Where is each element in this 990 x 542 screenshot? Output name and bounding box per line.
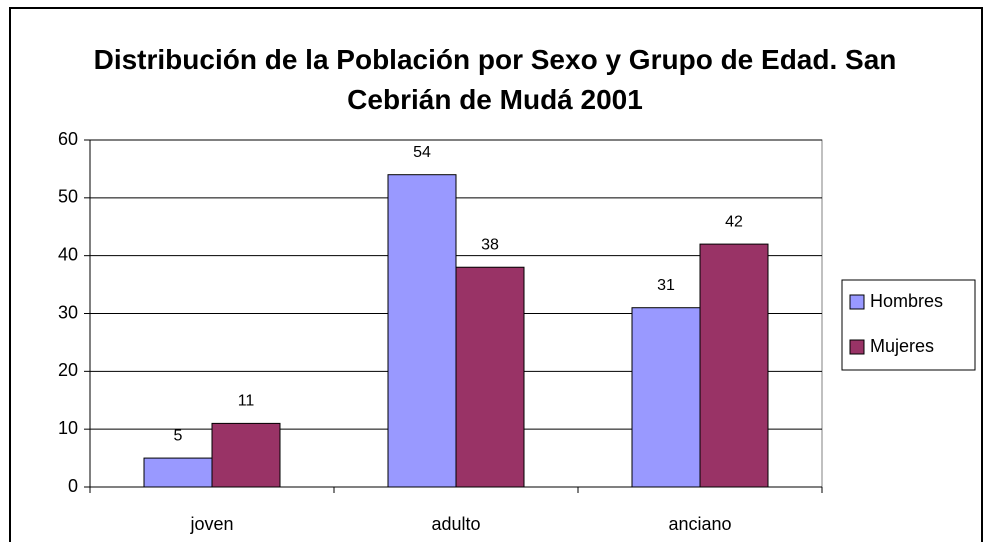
- x-tick-label: joven: [189, 514, 233, 534]
- y-tick-label: 0: [68, 476, 78, 496]
- legend-label: Hombres: [870, 291, 943, 311]
- y-tick-label: 20: [58, 360, 78, 380]
- y-tick-label: 10: [58, 418, 78, 438]
- bar: [699, 243, 769, 488]
- data-label: 42: [725, 213, 743, 230]
- y-tick-label: 50: [58, 187, 78, 207]
- data-label: 54: [413, 144, 431, 161]
- bar: [631, 307, 701, 488]
- bar: [455, 266, 525, 488]
- legend-swatch: [849, 339, 865, 355]
- legend-label: Mujeres: [870, 336, 934, 356]
- chart-title: Distribución de la Población por Sexo y …: [93, 44, 897, 115]
- data-label: 5: [174, 427, 183, 444]
- y-tick-label: 40: [58, 244, 78, 264]
- data-label: 31: [657, 277, 675, 294]
- x-tick-label: anciano: [668, 514, 731, 534]
- bar: [211, 422, 281, 488]
- x-tick-label: adulto: [431, 514, 480, 534]
- legend-swatch: [849, 294, 865, 310]
- data-label: 11: [238, 393, 255, 410]
- y-tick-label: 60: [58, 129, 78, 149]
- y-tick-label: 30: [58, 302, 78, 322]
- bar: [143, 457, 213, 488]
- bar: [387, 174, 457, 488]
- frame: [9, 7, 983, 542]
- data-label: 38: [481, 236, 499, 253]
